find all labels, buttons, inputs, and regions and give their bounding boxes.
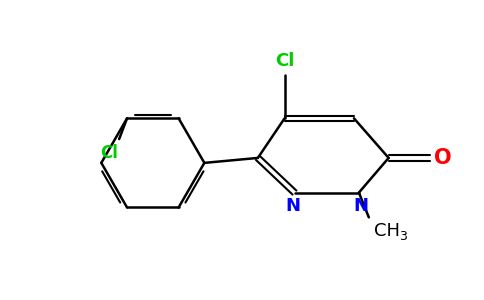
Text: Cl: Cl — [100, 144, 118, 162]
Text: N: N — [285, 197, 300, 215]
Text: CH: CH — [374, 222, 400, 240]
Text: O: O — [434, 148, 452, 168]
Text: N: N — [353, 197, 368, 215]
Text: 3: 3 — [399, 230, 408, 243]
Text: Cl: Cl — [275, 52, 294, 70]
